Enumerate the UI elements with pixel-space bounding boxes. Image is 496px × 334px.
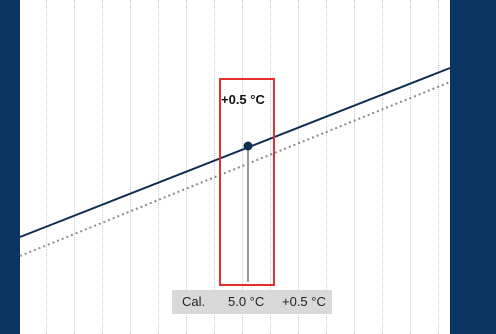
reference-dashed-line [19,81,451,257]
calibration-point[interactable] [243,141,253,151]
grid-line [326,0,327,334]
grid-line [298,0,299,334]
grid-line [130,0,131,334]
grid-line [410,0,411,334]
grid-line [46,0,47,334]
grid-line [438,0,439,334]
grid-line [186,0,187,334]
calibration-label: Cal. [182,294,206,309]
offset-label: +0.5 °C [221,92,265,107]
grid-line [382,0,383,334]
calibration-plot-panel [20,0,450,334]
grid-line [242,0,243,334]
grid-line [74,0,75,334]
grid-line [102,0,103,334]
grid-line [270,0,271,334]
offset-temperature-value[interactable]: +0.5 °C [282,294,326,309]
grid-line [158,0,159,334]
reference-temperature-value[interactable]: 5.0 °C [228,294,265,309]
grid-line [354,0,355,334]
grid-line [214,0,215,334]
calibrated-line [19,67,451,238]
highlight-frame [219,78,275,286]
calibration-bar [172,290,332,314]
